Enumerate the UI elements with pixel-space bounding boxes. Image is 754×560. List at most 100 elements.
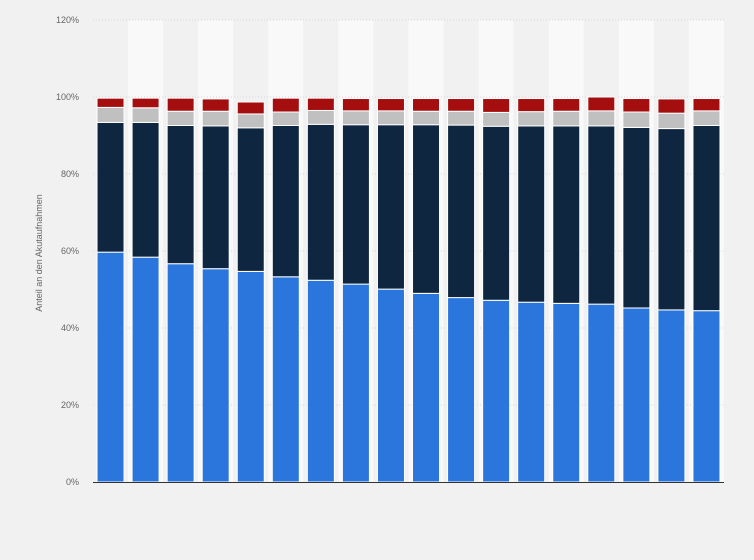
bar-stack[interactable] xyxy=(447,98,476,483)
bar-segment-series-2[interactable] xyxy=(622,126,651,309)
bar-segment-series-4[interactable] xyxy=(587,96,616,112)
bar-segment-series-1[interactable] xyxy=(236,270,265,483)
bar-segment-series-3[interactable] xyxy=(96,106,125,123)
bar-segment-series-3[interactable] xyxy=(447,110,476,126)
bar-segment-series-4[interactable] xyxy=(96,97,125,108)
bar-stack[interactable] xyxy=(376,98,405,483)
bar-segment-series-1[interactable] xyxy=(412,292,441,483)
bar-segment-series-2[interactable] xyxy=(96,121,125,253)
y-tick-label: 100% xyxy=(56,92,79,102)
bar-segment-series-2[interactable] xyxy=(587,125,616,305)
bar-segment-series-4[interactable] xyxy=(201,98,230,112)
bar-segment-series-2[interactable] xyxy=(482,125,511,301)
bar-segment-series-4[interactable] xyxy=(412,98,441,112)
bar-segment-series-3[interactable] xyxy=(201,110,230,127)
bar-segment-series-1[interactable] xyxy=(587,303,616,483)
bar-segment-series-4[interactable] xyxy=(236,101,265,115)
bar-stack[interactable] xyxy=(622,98,651,483)
y-tick-label: 20% xyxy=(61,400,79,410)
bar-segment-series-3[interactable] xyxy=(657,112,686,130)
bar-segment-series-2[interactable] xyxy=(412,124,441,294)
bar-segment-series-3[interactable] xyxy=(587,110,616,127)
bar-segment-series-2[interactable] xyxy=(376,124,405,290)
bar-stack[interactable] xyxy=(657,98,686,483)
bar-stack[interactable] xyxy=(201,98,230,483)
bar-segment-series-3[interactable] xyxy=(271,111,300,126)
bar-segment-series-2[interactable] xyxy=(692,124,721,312)
bar-segment-series-4[interactable] xyxy=(376,98,405,112)
bar-segment-series-1[interactable] xyxy=(96,251,125,483)
bar-segment-series-2[interactable] xyxy=(552,125,581,304)
bar-stack[interactable] xyxy=(306,97,335,483)
y-tick-label: 80% xyxy=(61,169,79,179)
bar-segment-series-3[interactable] xyxy=(306,109,335,125)
bar-segment-series-1[interactable] xyxy=(622,307,651,483)
bar-segment-series-1[interactable] xyxy=(271,276,300,483)
bar-stack[interactable] xyxy=(692,98,721,483)
bar-segment-series-2[interactable] xyxy=(201,125,230,270)
bar-segment-series-3[interactable] xyxy=(622,111,651,128)
bar-segment-series-2[interactable] xyxy=(236,127,265,272)
bar-stack[interactable] xyxy=(482,98,511,483)
bar-segment-series-1[interactable] xyxy=(482,299,511,483)
y-tick-label: 40% xyxy=(61,323,79,333)
bar-segment-series-4[interactable] xyxy=(517,98,546,113)
bar-segment-series-2[interactable] xyxy=(517,125,546,303)
bar-stacks xyxy=(96,96,721,483)
bar-segment-series-4[interactable] xyxy=(657,98,686,114)
bar-segment-series-4[interactable] xyxy=(131,97,160,109)
bar-segment-series-3[interactable] xyxy=(236,113,265,129)
bar-segment-series-2[interactable] xyxy=(341,124,370,285)
bar-segment-series-1[interactable] xyxy=(131,256,160,483)
bar-stack[interactable] xyxy=(552,98,581,483)
bar-segment-series-4[interactable] xyxy=(622,98,651,113)
bar-stack[interactable] xyxy=(587,96,616,483)
bar-segment-series-4[interactable] xyxy=(166,97,195,112)
bar-segment-series-2[interactable] xyxy=(166,124,195,265)
bar-segment-series-3[interactable] xyxy=(517,111,546,127)
bar-segment-series-4[interactable] xyxy=(306,97,335,111)
bar-stack[interactable] xyxy=(166,97,195,483)
bar-stack[interactable] xyxy=(96,97,125,483)
bar-segment-series-2[interactable] xyxy=(131,121,160,258)
bar-segment-series-1[interactable] xyxy=(657,309,686,483)
bar-segment-series-1[interactable] xyxy=(376,288,405,483)
bar-segment-series-1[interactable] xyxy=(201,268,230,483)
bar-segment-series-2[interactable] xyxy=(447,124,476,299)
bar-segment-series-4[interactable] xyxy=(447,98,476,112)
bar-segment-series-3[interactable] xyxy=(552,110,581,127)
bar-segment-series-1[interactable] xyxy=(447,297,476,483)
bar-segment-series-3[interactable] xyxy=(376,110,405,126)
bar-stack[interactable] xyxy=(341,98,370,483)
bar-segment-series-1[interactable] xyxy=(341,283,370,483)
bar-stack[interactable] xyxy=(236,101,265,483)
bar-segment-series-4[interactable] xyxy=(271,97,300,113)
y-tick-label: 0% xyxy=(66,477,79,487)
bar-segment-series-1[interactable] xyxy=(517,301,546,483)
bar-segment-series-3[interactable] xyxy=(692,110,721,126)
y-tick-label: 120% xyxy=(56,15,79,25)
bar-stack[interactable] xyxy=(271,97,300,483)
bar-segment-series-4[interactable] xyxy=(341,98,370,112)
bar-segment-series-1[interactable] xyxy=(166,263,195,483)
bar-segment-series-3[interactable] xyxy=(341,110,370,126)
bar-stack[interactable] xyxy=(412,98,441,483)
bar-segment-series-3[interactable] xyxy=(412,110,441,126)
bar-segment-series-2[interactable] xyxy=(306,123,335,281)
bar-segment-series-4[interactable] xyxy=(552,98,581,112)
bar-stack[interactable] xyxy=(131,97,160,483)
y-tick-label: 60% xyxy=(61,246,79,256)
bar-segment-series-2[interactable] xyxy=(271,124,300,278)
bar-segment-series-1[interactable] xyxy=(552,302,581,483)
y-axis-label: Anteil an den Akutaufnahmen xyxy=(34,194,44,312)
bar-segment-series-3[interactable] xyxy=(482,111,511,127)
bar-stack[interactable] xyxy=(517,98,546,483)
bar-segment-series-3[interactable] xyxy=(166,110,195,126)
bar-segment-series-1[interactable] xyxy=(306,279,335,483)
bar-segment-series-1[interactable] xyxy=(692,310,721,483)
bar-segment-series-4[interactable] xyxy=(692,98,721,112)
bar-segment-series-4[interactable] xyxy=(482,98,511,113)
bar-segment-series-3[interactable] xyxy=(131,107,160,123)
bar-segment-series-2[interactable] xyxy=(657,128,686,311)
